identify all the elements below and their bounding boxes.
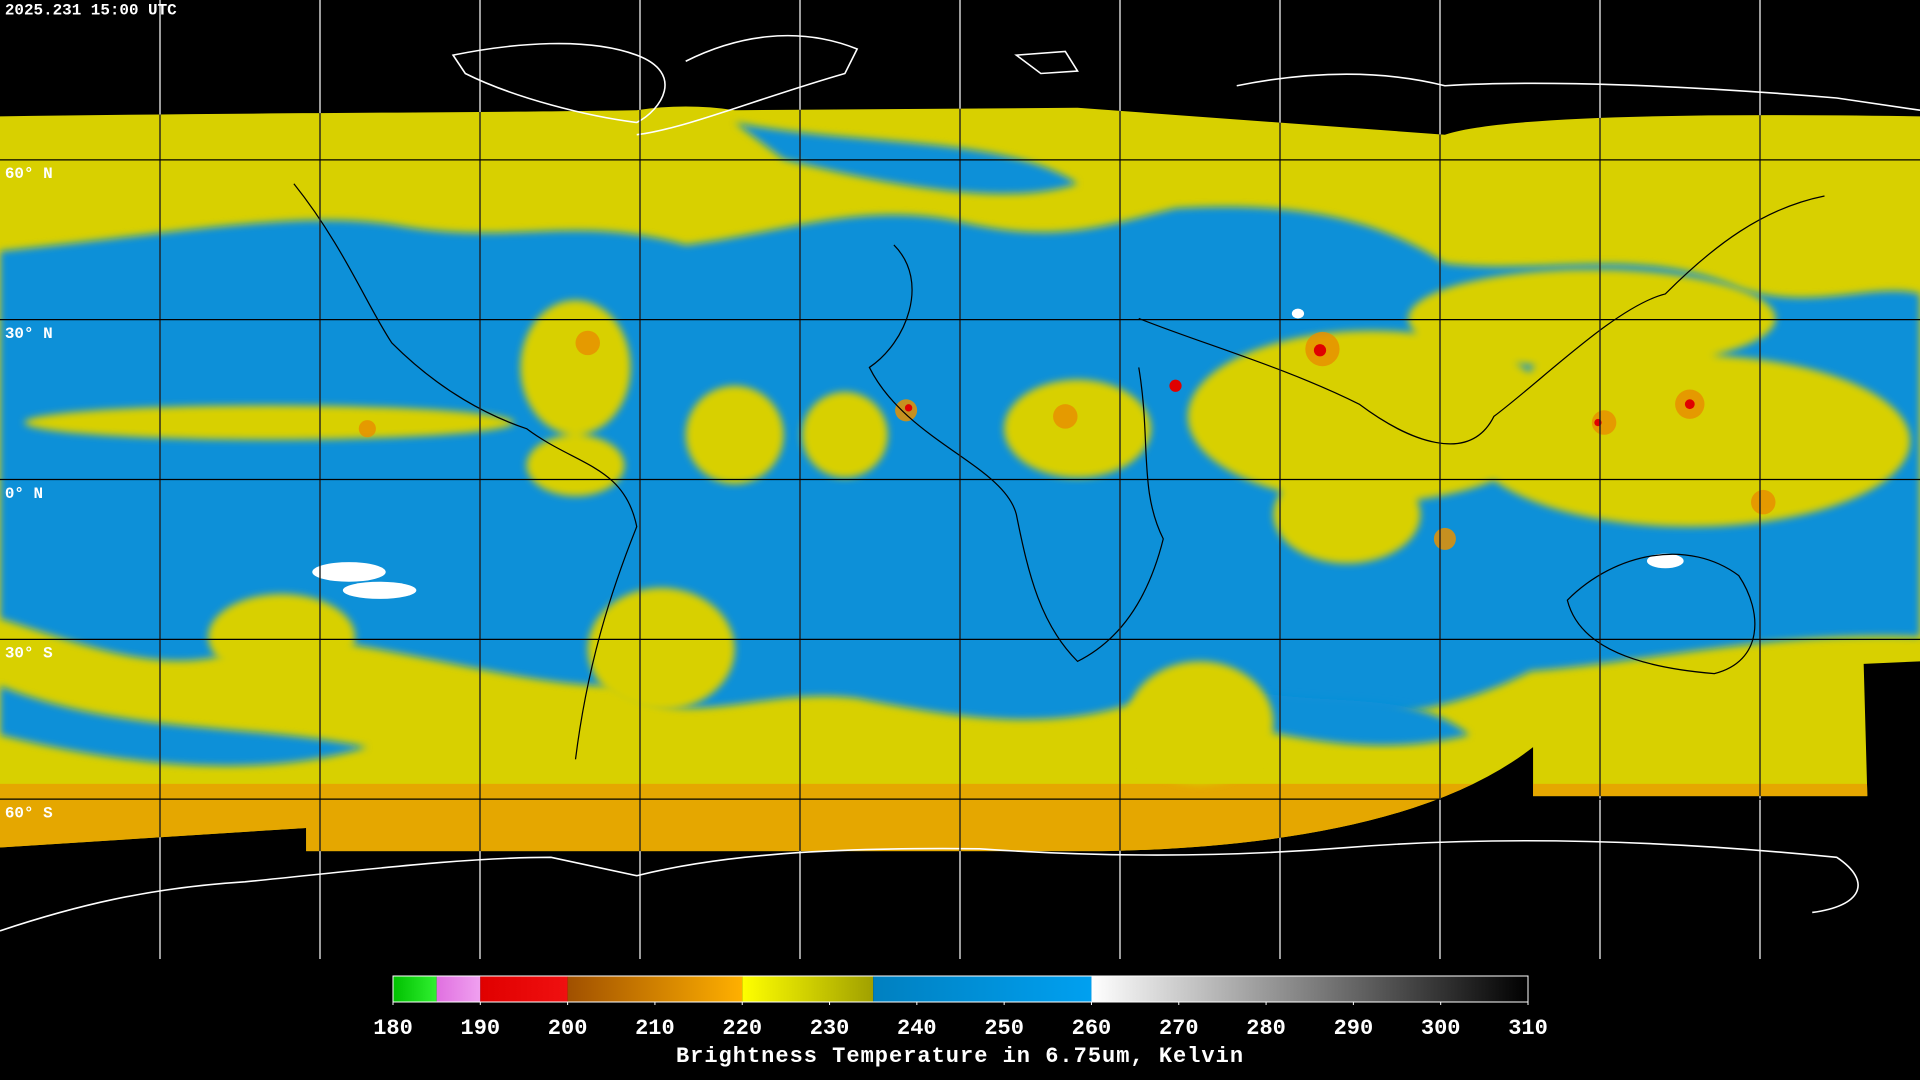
- colorbar-segment: [436, 976, 481, 1002]
- colorbar-segment: [480, 976, 568, 1002]
- colorbar: 180 190 200 210 220 230 240 250 260 270 280 290 300 3…: [373, 975, 1548, 1041]
- colorbar-tick-label: 260: [1072, 1016, 1112, 1041]
- graticule: 60° N 30° N 0° N 30° S 60° S: [0, 0, 1920, 959]
- colorbar-tick-label: 180: [373, 1016, 413, 1041]
- borders: [293, 183, 1825, 760]
- colorbar-segment: [567, 976, 743, 1002]
- colorbar-label: Brightness Temperature in 6.75um, Kelvin: [676, 1044, 1244, 1069]
- colorbar-tick-label: 220: [722, 1016, 762, 1041]
- colorbar-segment: [1091, 976, 1528, 1002]
- colorbar-tick-label: 190: [461, 1016, 501, 1041]
- colorbar-tick-label: 230: [810, 1016, 850, 1041]
- lat-label: 30° S: [5, 645, 53, 663]
- colorbar-tick-label: 250: [984, 1016, 1024, 1041]
- colorbar-tick-label: 270: [1159, 1016, 1199, 1041]
- colorbar-tick-label: 280: [1246, 1016, 1286, 1041]
- lat-label: 60° N: [5, 165, 53, 183]
- colorbar-segment: [393, 976, 437, 1002]
- colorbar-tick-label: 300: [1421, 1016, 1461, 1041]
- colorbar-tick-label: 290: [1334, 1016, 1374, 1041]
- colorbar-segment: [742, 976, 874, 1002]
- colorbar-segment: [873, 976, 1092, 1002]
- colorbar-tick-label: 210: [635, 1016, 675, 1041]
- coastlines: [0, 34, 1920, 932]
- timestamp: 2025.231 15:00 UTC: [5, 2, 177, 20]
- colorbar-tick-label: 310: [1508, 1016, 1548, 1041]
- lat-label: 60° S: [5, 805, 53, 823]
- colorbar-tick-label: 200: [548, 1016, 588, 1041]
- map: 60° N 30° N 0° N 30° S 60° S 2025.231 15:00 …: [0, 0, 1920, 959]
- colorbar-tick-label: 240: [897, 1016, 937, 1041]
- colorbar-frame: [392, 975, 1529, 1003]
- lat-label: 0° N: [5, 485, 43, 503]
- lat-label: 30° N: [5, 325, 53, 343]
